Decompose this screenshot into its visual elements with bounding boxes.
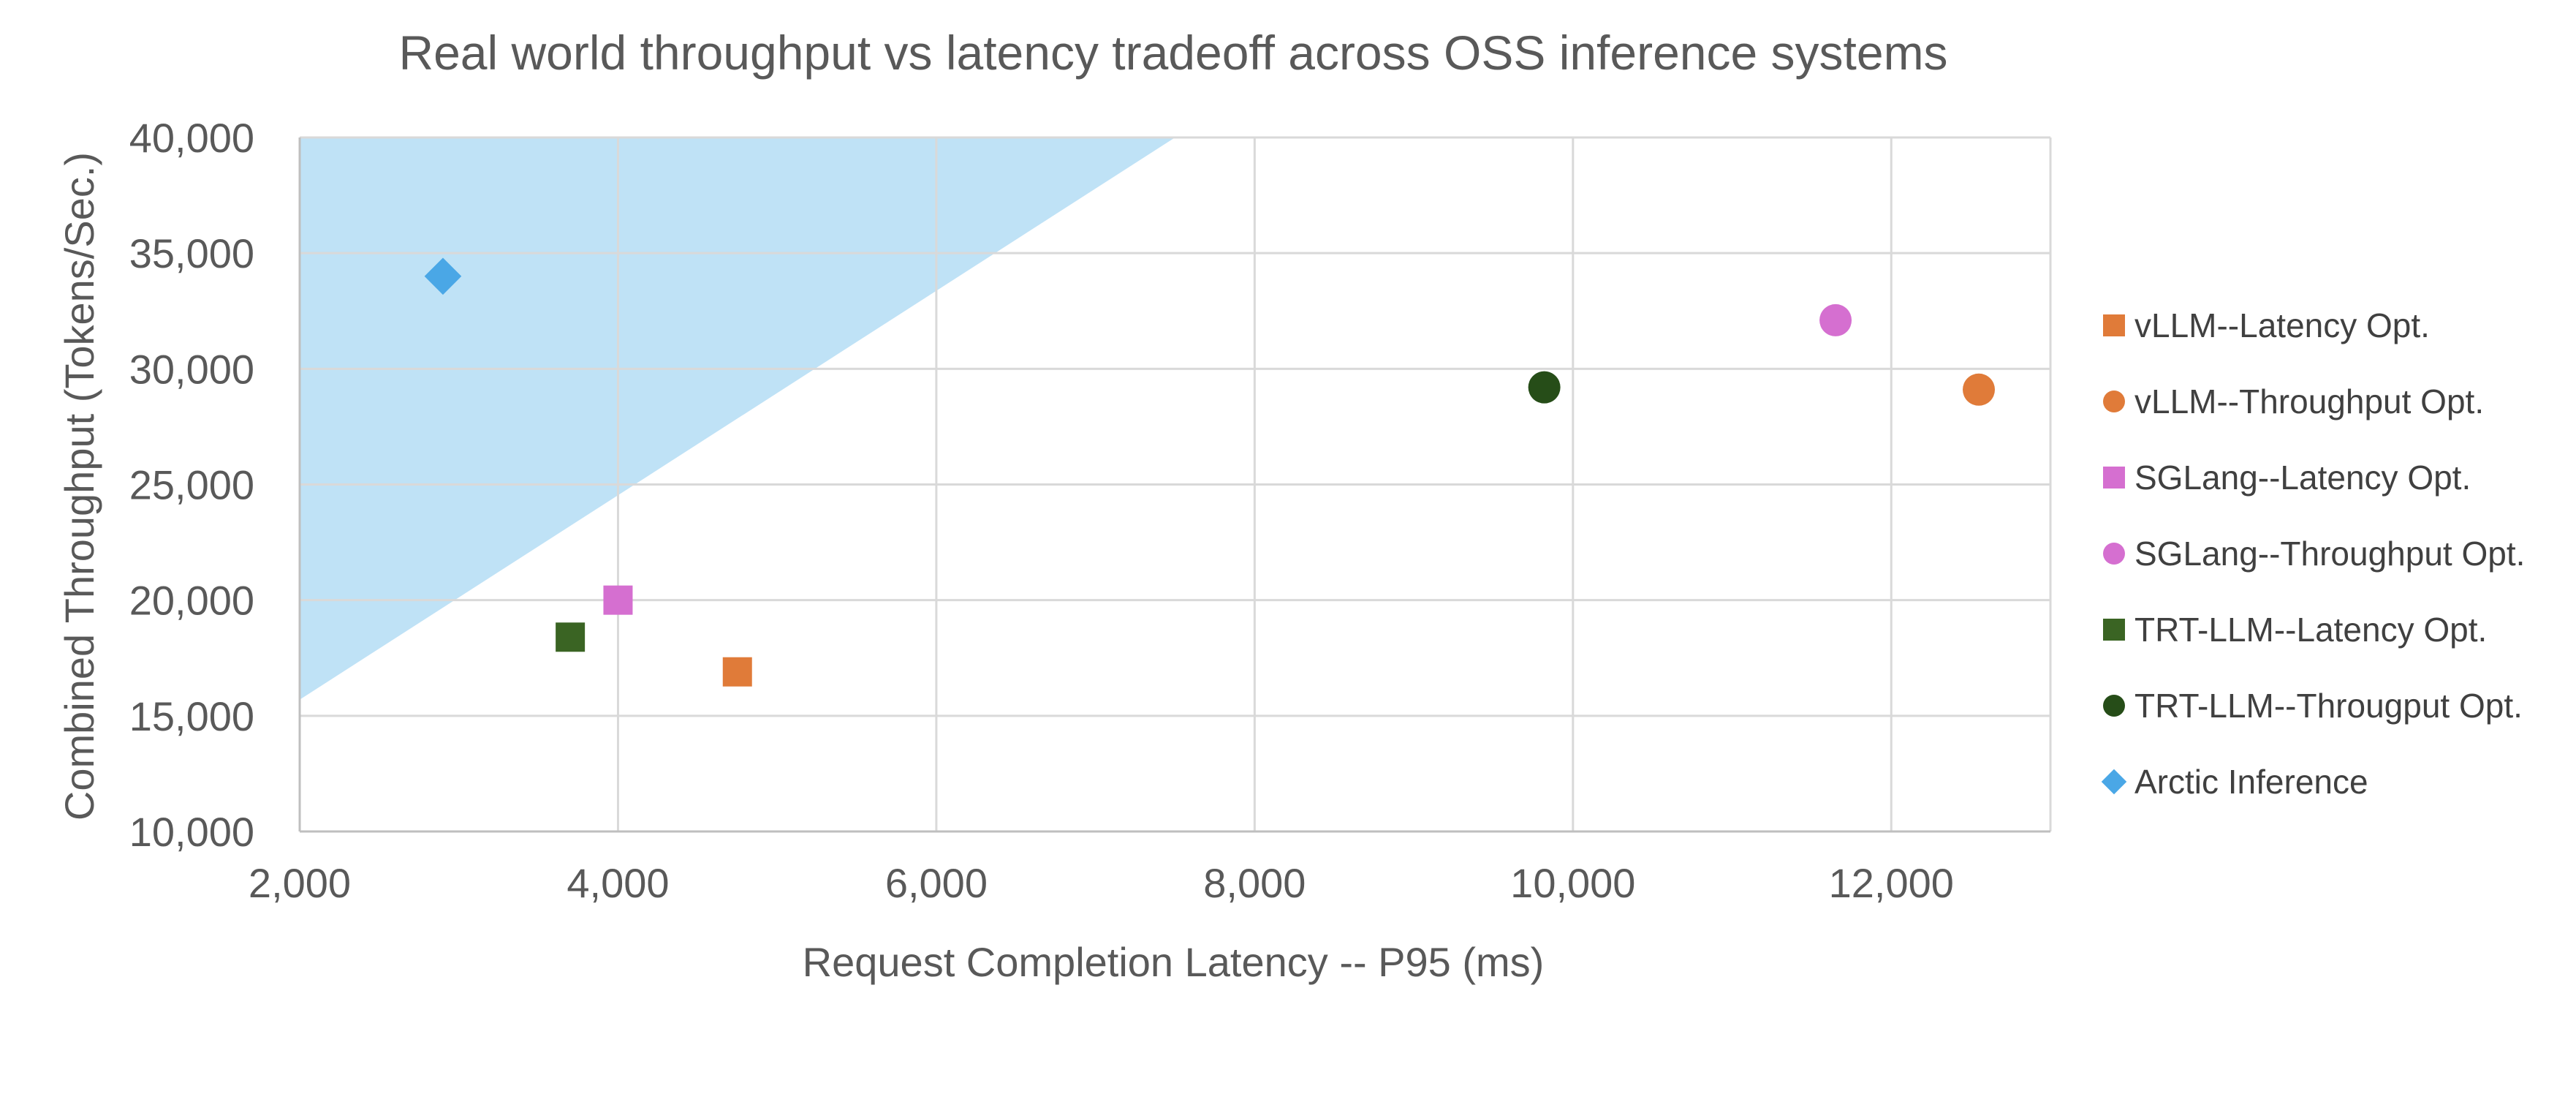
legend-marker: [2101, 769, 2127, 795]
data-point: [1528, 371, 1561, 404]
legend-label: TRT-LLM--Througput Opt.: [2134, 687, 2523, 725]
legend-marker: [2103, 695, 2125, 717]
data-point: [603, 585, 633, 615]
legend-label: TRT-LLM--Latency Opt.: [2134, 611, 2487, 649]
y-tick-labels: 10,000 15,000 20,000 25,000 30,000 35,000 40,0…: [129, 115, 254, 855]
y-tick-label: 35,000: [129, 230, 254, 276]
legend: vLLM--Latency Opt. vLLM--Throughput Opt. S…: [2101, 306, 2525, 801]
y-axis-title: Combined Throughput (Tokens/Sec.): [56, 152, 102, 820]
plot-area: [298, 136, 2052, 833]
legend-marker: [2103, 467, 2125, 488]
legend-label: SGLang--Throughput Opt.: [2134, 535, 2525, 573]
legend-label: Arctic Inference: [2134, 763, 2368, 801]
x-tick-label: 12,000: [1829, 860, 1954, 906]
data-points: [424, 257, 1996, 687]
x-tick-label: 8,000: [1203, 860, 1306, 906]
y-tick-label: 15,000: [129, 693, 254, 739]
x-tick-labels: 2,000 4,000 6,000 8,000 10,000 12,000: [249, 860, 1954, 906]
x-tick-label: 2,000: [249, 860, 351, 906]
legend-label: SGLang--Latency Opt.: [2134, 459, 2471, 497]
y-tick-label: 40,000: [129, 115, 254, 161]
chart-title: Real world throughput vs latency tradeof…: [398, 26, 1947, 80]
data-point: [722, 657, 752, 687]
y-tick-label: 25,000: [129, 462, 254, 508]
y-tick-label: 10,000: [129, 809, 254, 855]
y-gridlines: [300, 136, 2050, 717]
data-point: [1963, 373, 1996, 406]
legend-marker: [2103, 314, 2125, 336]
legend-marker: [2103, 619, 2125, 641]
legend-marker: [2103, 543, 2125, 565]
y-tick-label: 20,000: [129, 578, 254, 624]
data-point: [424, 257, 462, 295]
legend-label: vLLM--Latency Opt.: [2134, 306, 2430, 344]
x-tick-label: 10,000: [1510, 860, 1635, 906]
data-point: [556, 622, 586, 652]
shaded-region: [300, 137, 1175, 700]
data-point: [1819, 303, 1852, 336]
x-tick-label: 6,000: [885, 860, 988, 906]
legend-marker: [2103, 391, 2125, 412]
x-tick-label: 4,000: [567, 860, 669, 906]
x-axis-title: Request Completion Latency -- P95 (ms): [803, 939, 1545, 985]
legend-label: vLLM--Throughput Opt.: [2134, 382, 2484, 420]
y-tick-label: 30,000: [129, 346, 254, 392]
